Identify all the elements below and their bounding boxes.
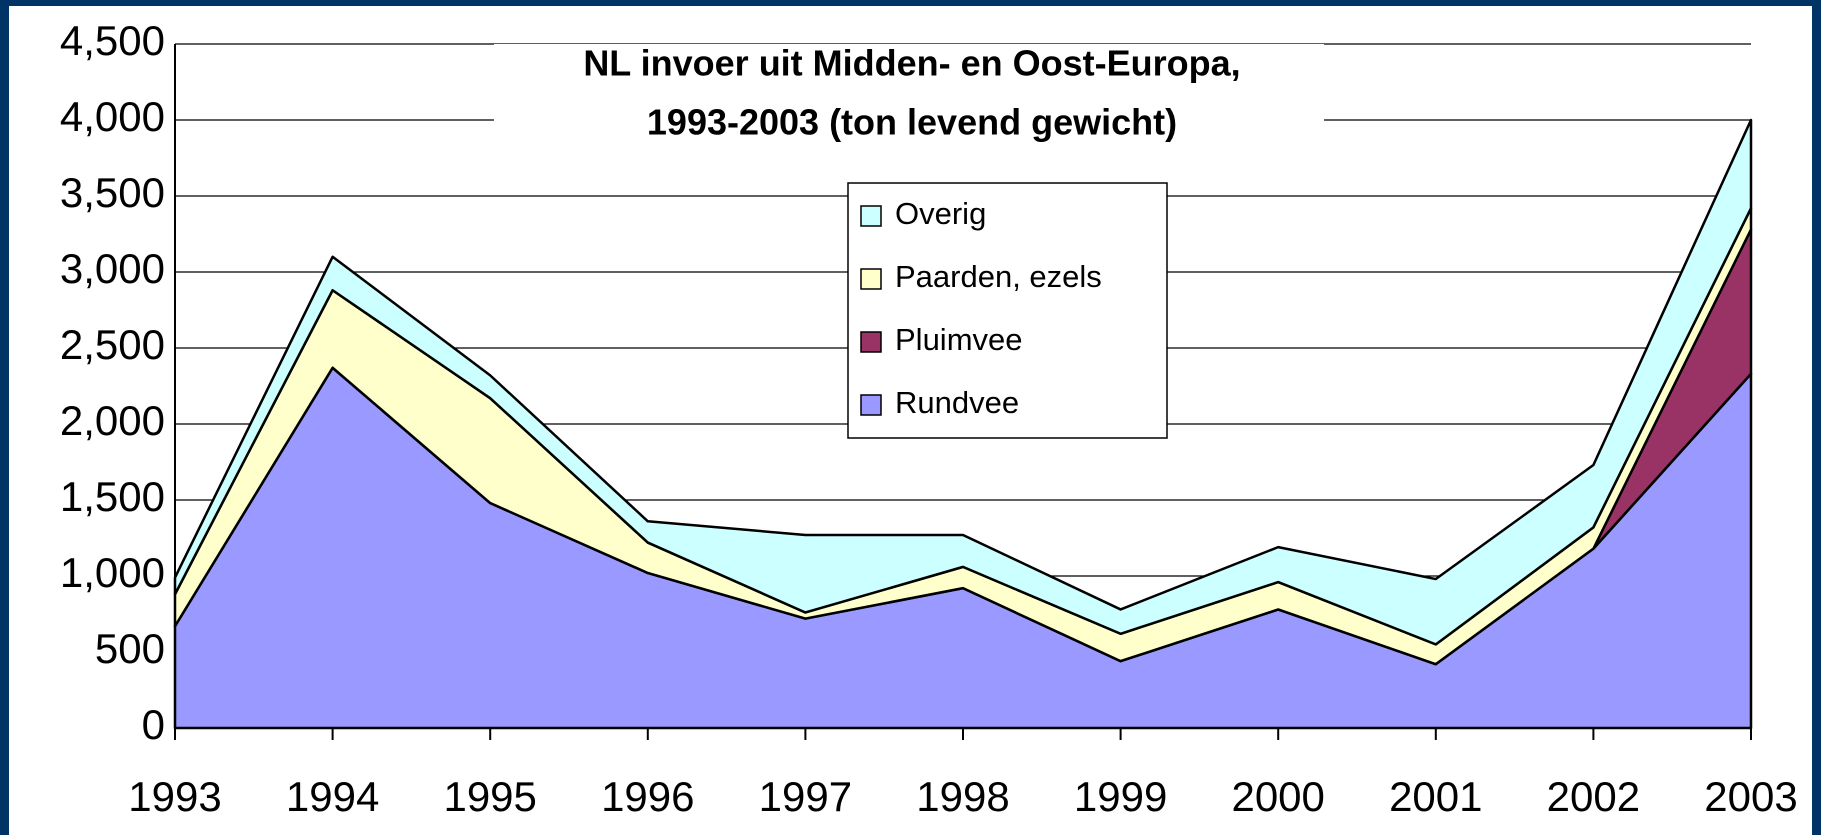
legend-box bbox=[847, 182, 1168, 439]
x-tick-label: 2000 bbox=[1231, 773, 1324, 820]
chart-title: NL invoer uit Midden- en Oost-Europa, bbox=[583, 43, 1240, 84]
x-tick-label: 1993 bbox=[128, 773, 221, 820]
area bbox=[173, 118, 1753, 646]
x-tick-label: 1996 bbox=[601, 773, 694, 820]
legend-label: Pluimvee bbox=[895, 322, 1023, 357]
y-tick-label: 4,500 bbox=[60, 17, 165, 64]
x-tick-label: 1997 bbox=[759, 773, 852, 820]
x-tick-label: 2002 bbox=[1547, 773, 1640, 820]
y-tick-label: 1,500 bbox=[60, 473, 165, 520]
legend-label: Paarden, ezels bbox=[895, 259, 1102, 294]
chart-title: 1993-2003 (ton levend gewicht) bbox=[647, 102, 1177, 143]
y-tick-label: 1,000 bbox=[60, 549, 165, 596]
y-tick-label: 2,500 bbox=[60, 321, 165, 368]
y-tick-label: 500 bbox=[95, 625, 165, 672]
legend-swatch bbox=[860, 394, 882, 416]
x-tick-label: 2003 bbox=[1704, 773, 1797, 820]
y-tick-label: 2,000 bbox=[60, 397, 165, 444]
legend-swatch bbox=[860, 268, 882, 290]
y-tick-label: 3,000 bbox=[60, 245, 165, 292]
x-tick-label: 2001 bbox=[1389, 773, 1482, 820]
x-tick-label: 1998 bbox=[916, 773, 1009, 820]
x-tick-label: 1999 bbox=[1074, 773, 1167, 820]
x-tick-label: 1994 bbox=[286, 773, 379, 820]
y-tick-label: 3,500 bbox=[60, 169, 165, 216]
legend-swatch bbox=[860, 205, 882, 227]
y-tick-label: 4,000 bbox=[60, 93, 165, 140]
legend-swatch bbox=[860, 331, 882, 353]
y-tick-label: 0 bbox=[142, 701, 165, 748]
legend-label: Overig bbox=[895, 196, 986, 231]
legend-label: Rundvee bbox=[895, 385, 1019, 420]
title-box bbox=[494, 44, 1324, 151]
x-tick-label: 1995 bbox=[443, 773, 536, 820]
